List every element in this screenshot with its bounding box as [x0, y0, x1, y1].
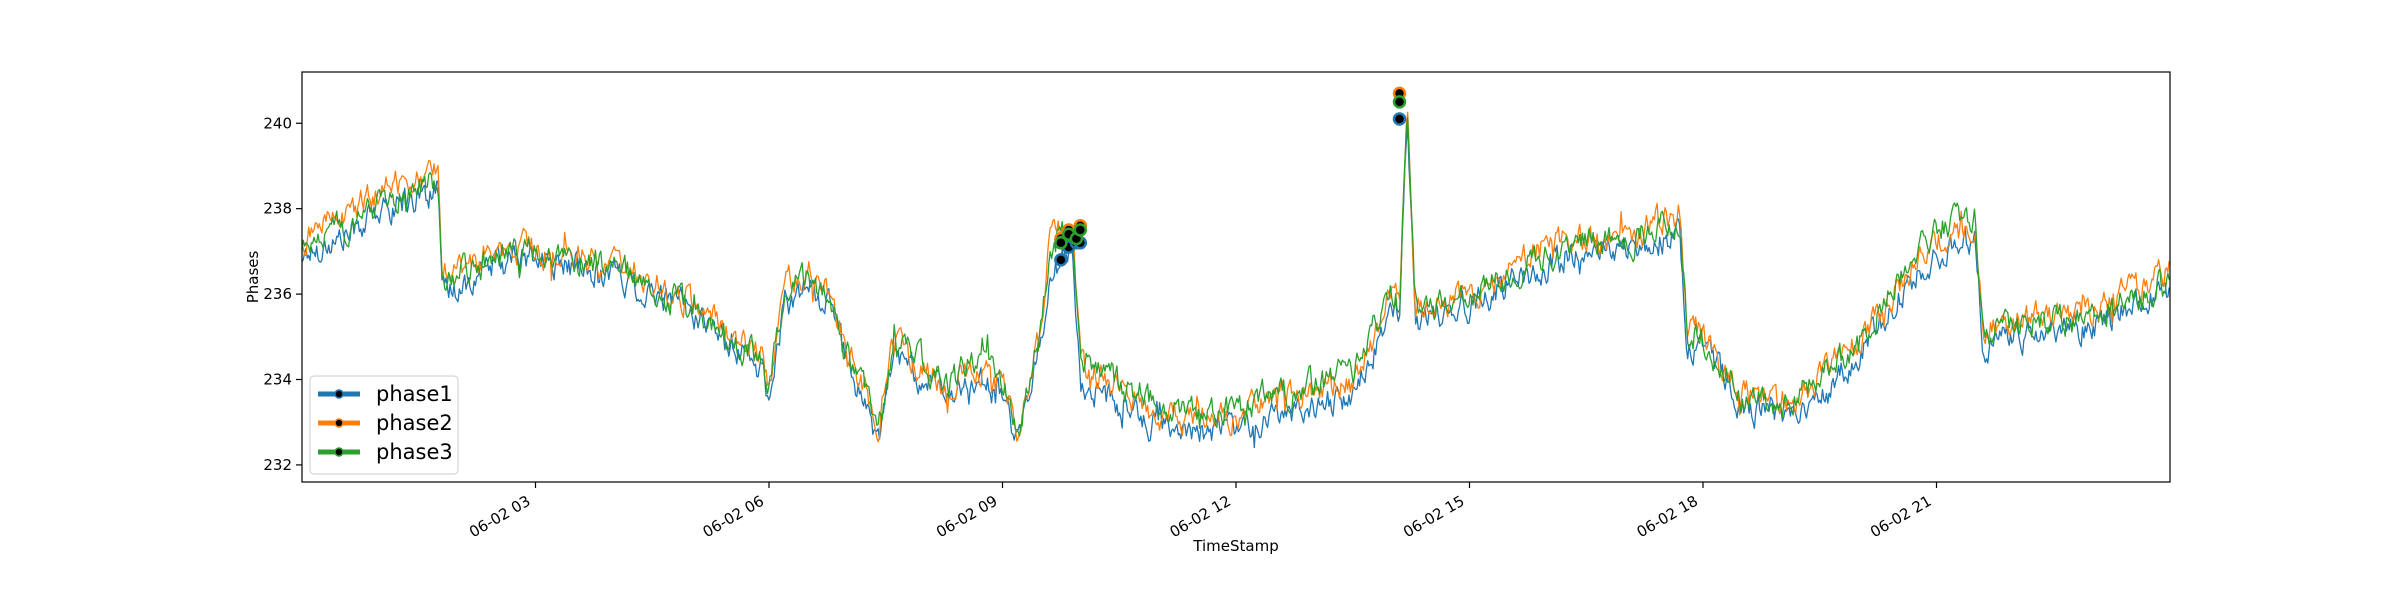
legend-label-phase1: phase1 [376, 382, 453, 406]
legend-label-phase3: phase3 [376, 440, 453, 464]
marker-phase1-0 [1054, 253, 1068, 267]
marker-phase3-0 [1054, 236, 1068, 250]
marker-layer [1054, 86, 1407, 267]
legend-marker-phase2 [334, 418, 344, 428]
legend-marker-phase3 [334, 447, 344, 457]
marker-phase3-3 [1073, 223, 1088, 237]
y-tick-label: 234 [263, 371, 292, 389]
y-tick-label: 238 [263, 200, 292, 218]
y-axis-ticks: 232 234 236 238 240 [263, 114, 302, 474]
legend-marker-phase1 [334, 389, 344, 399]
x-axis-label: TimeStamp [1192, 537, 1278, 555]
series-layer [301, 111, 2170, 449]
marker-phase1-4 [1392, 112, 1407, 126]
y-tick-label: 240 [263, 114, 292, 132]
marker-phase3-4 [1392, 95, 1407, 109]
y-tick-label: 236 [263, 285, 292, 303]
series-line-phase3 [301, 117, 2170, 437]
legend: phase1 phase2 phase3 [309, 375, 459, 475]
y-axis-label: Phases [244, 251, 262, 304]
y-tick-label: 232 [263, 456, 292, 474]
legend-label-phase2: phase2 [376, 411, 453, 435]
